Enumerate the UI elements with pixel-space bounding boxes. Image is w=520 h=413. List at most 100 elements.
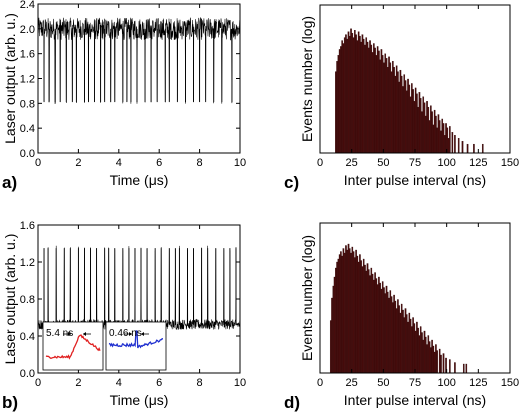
x-tick-label: 25 xyxy=(346,157,358,169)
histogram-bar xyxy=(345,34,347,154)
histogram-bar xyxy=(367,47,370,154)
histogram-bar xyxy=(335,267,337,374)
y-axis-label: Laser output (arb. u.) xyxy=(2,234,18,365)
x-tick-label: 10 xyxy=(234,157,246,169)
histogram-bar xyxy=(427,106,430,154)
histogram-bar xyxy=(431,339,433,374)
inset-arrowhead xyxy=(141,332,144,336)
histogram-bar xyxy=(407,321,409,374)
histogram-bar xyxy=(354,257,356,374)
x-tick-label: 4 xyxy=(116,377,122,389)
histogram-bar xyxy=(435,344,437,374)
inset-annotation: 5.4 ns xyxy=(46,328,73,339)
histogram-bar xyxy=(431,111,433,154)
y-tick-label: 1.2 xyxy=(20,74,35,86)
histogram-bar xyxy=(402,86,404,154)
histogram-bar xyxy=(342,43,345,154)
histogram-bar xyxy=(371,273,374,374)
histogram-bar xyxy=(336,261,338,374)
histogram-bar xyxy=(394,75,397,154)
histogram-bar xyxy=(449,126,451,154)
histogram-bar xyxy=(447,138,450,154)
histogram-bar xyxy=(386,291,389,374)
x-tick-label: 125 xyxy=(469,157,487,169)
histogram-bar xyxy=(371,52,374,154)
x-tick-label: 0 xyxy=(317,157,323,169)
panel-label: d) xyxy=(284,393,300,412)
histogram-bar xyxy=(433,109,436,154)
histogram-bar xyxy=(388,297,390,374)
histogram-bar xyxy=(399,69,402,154)
panel-c: 0 25 50 75 100 125 150 Inter pulse interval (ns… xyxy=(284,4,519,192)
inset-2: 0.46 ns xyxy=(105,321,167,371)
histogram-bar xyxy=(397,299,399,374)
histogram-bar xyxy=(418,92,421,154)
histogram-bar xyxy=(395,308,398,374)
histogram-bar xyxy=(411,83,413,154)
histogram-bar xyxy=(388,56,390,154)
x-tick-label: 8 xyxy=(197,377,203,389)
histogram-bar xyxy=(359,254,361,374)
histogram-bar xyxy=(399,312,402,374)
y-tick-label: 0.8 xyxy=(20,98,35,110)
histogram-bar xyxy=(366,41,369,154)
x-tick-label: 75 xyxy=(409,377,421,389)
histogram-bar xyxy=(440,130,442,154)
histogram-bar xyxy=(413,323,416,374)
histogram-bar xyxy=(373,279,375,374)
histogram-bar xyxy=(343,252,346,374)
x-axis-label: Inter pulse interval (ns) xyxy=(344,172,486,188)
histogram-bar xyxy=(383,62,385,154)
histogram-bar xyxy=(364,264,366,374)
histogram-bar xyxy=(385,285,388,374)
x-tick-label: 75 xyxy=(409,157,421,169)
panel-label: a) xyxy=(2,173,17,192)
histogram-bar xyxy=(441,118,444,154)
histogram-bar xyxy=(386,67,389,154)
x-tick-label: 6 xyxy=(156,377,162,389)
histogram-bar xyxy=(427,335,430,374)
histogram-bar xyxy=(417,106,419,154)
histogram-bar xyxy=(357,261,360,374)
histogram-bar xyxy=(362,258,365,374)
inset-trace xyxy=(108,330,163,349)
histogram-bar xyxy=(403,317,406,374)
histogram-bar xyxy=(414,87,417,154)
histogram-bar xyxy=(394,300,397,374)
histogram-bar xyxy=(375,278,378,374)
histogram-bar xyxy=(408,84,411,154)
histogram-bar xyxy=(361,266,364,374)
histogram-bar xyxy=(423,102,426,154)
histogram-bar xyxy=(365,270,368,374)
histogram-bar xyxy=(378,276,380,374)
histogram-bar xyxy=(432,124,435,154)
histogram-bar xyxy=(398,305,400,374)
histogram-bar xyxy=(416,321,418,374)
x-tick-label: 50 xyxy=(377,157,389,169)
histogram-bar xyxy=(389,62,392,154)
histogram-bar xyxy=(337,55,340,154)
x-tick-label: 125 xyxy=(469,377,487,389)
histogram-bar xyxy=(424,336,427,374)
histogram-bar xyxy=(417,327,419,374)
histogram-bar xyxy=(411,326,413,374)
histogram-bar xyxy=(428,341,431,374)
histogram-bar xyxy=(421,111,423,154)
histogram-bar xyxy=(435,115,437,154)
y-tick-label: 2.4 xyxy=(20,0,35,11)
histogram-bar xyxy=(422,339,425,374)
histogram-bar xyxy=(454,135,456,154)
panel-label: c) xyxy=(284,173,299,192)
histogram-bar xyxy=(348,35,351,154)
y-tick-label: 1.6 xyxy=(20,49,35,61)
histogram-bar xyxy=(356,40,359,154)
trace-line xyxy=(37,16,241,104)
histogram-bar xyxy=(407,78,409,154)
histogram-bar xyxy=(403,74,406,154)
x-tick-label: 150 xyxy=(501,157,519,169)
histogram-bar xyxy=(380,49,383,154)
histogram-bar xyxy=(481,143,484,154)
x-tick-label: 10 xyxy=(234,377,246,389)
histogram-bar xyxy=(329,320,332,374)
